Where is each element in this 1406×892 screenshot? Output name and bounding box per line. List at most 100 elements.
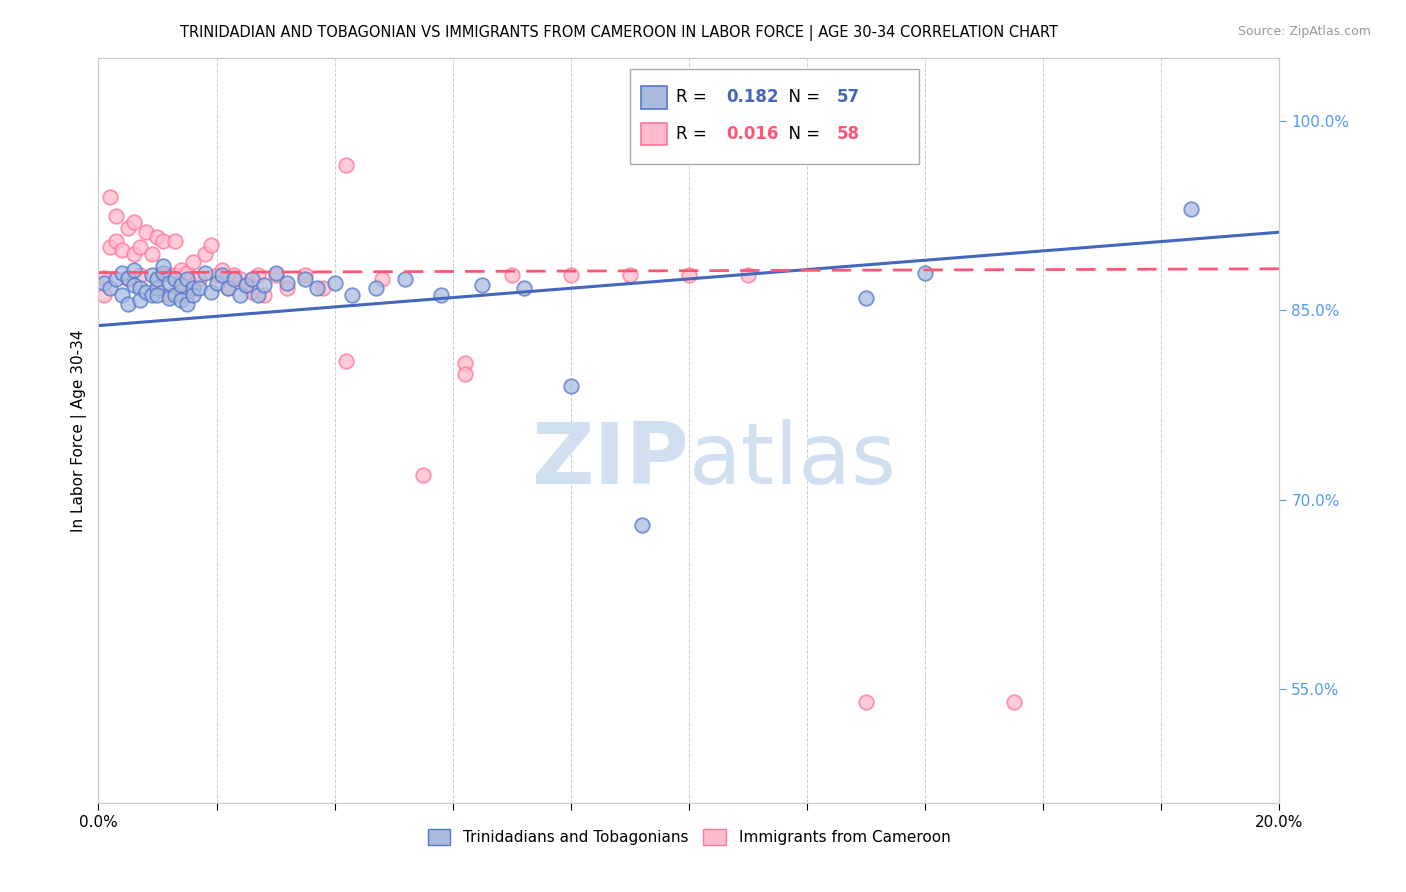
Point <box>200 237 222 252</box>
Point <box>430 288 453 302</box>
Point <box>294 268 316 282</box>
Point <box>157 291 180 305</box>
Point <box>98 240 121 254</box>
Point <box>335 158 357 172</box>
Point <box>135 285 157 299</box>
Point <box>264 266 287 280</box>
Point <box>146 288 169 302</box>
Point <box>122 215 145 229</box>
Point <box>141 288 163 302</box>
Point <box>122 246 145 260</box>
Text: 0.016: 0.016 <box>727 125 779 143</box>
Point <box>128 268 150 282</box>
Point <box>501 268 523 282</box>
Point <box>93 270 115 285</box>
Point <box>117 272 139 286</box>
Point <box>246 288 269 302</box>
Point <box>371 272 394 286</box>
Point <box>394 272 416 286</box>
Point <box>1002 695 1025 709</box>
Point <box>335 354 357 368</box>
Point <box>152 260 174 274</box>
Point <box>157 288 180 302</box>
Text: R =: R = <box>676 125 711 143</box>
Point <box>128 281 150 295</box>
Point <box>342 288 364 302</box>
Point <box>111 243 134 257</box>
Point <box>471 278 494 293</box>
Point <box>117 221 139 235</box>
Point <box>170 278 193 293</box>
Point <box>1180 202 1202 217</box>
Text: N =: N = <box>778 125 825 143</box>
Point <box>117 270 139 285</box>
Point <box>187 272 209 286</box>
Point <box>264 268 287 282</box>
Text: TRINIDADIAN AND TOBAGONIAN VS IMMIGRANTS FROM CAMEROON IN LABOR FORCE | AGE 30-3: TRINIDADIAN AND TOBAGONIAN VS IMMIGRANTS… <box>180 25 1057 41</box>
Point <box>170 278 193 293</box>
Point <box>205 268 228 282</box>
Point <box>165 272 187 286</box>
Point <box>111 266 134 280</box>
Point <box>157 276 180 290</box>
Point <box>117 297 139 311</box>
Point <box>146 272 169 286</box>
Point <box>181 278 204 293</box>
Point <box>105 272 128 286</box>
Point <box>181 288 204 302</box>
Point <box>294 272 316 286</box>
Point <box>235 278 257 293</box>
Text: N =: N = <box>778 88 825 106</box>
Point <box>181 255 204 269</box>
Point <box>187 281 209 295</box>
Point <box>170 293 193 308</box>
Point <box>240 285 263 299</box>
Point <box>560 268 582 282</box>
Point <box>217 281 239 295</box>
Point <box>98 281 121 295</box>
Point <box>176 272 198 286</box>
FancyBboxPatch shape <box>630 70 920 164</box>
Legend: Trinidadians and Tobagonians, Immigrants from Cameroon: Trinidadians and Tobagonians, Immigrants… <box>422 822 956 851</box>
Point <box>737 268 759 282</box>
Point <box>105 209 128 223</box>
Point <box>135 225 157 239</box>
Point <box>181 281 204 295</box>
Point <box>105 234 128 248</box>
Point <box>412 467 434 482</box>
Point <box>235 278 257 293</box>
Point <box>364 281 387 295</box>
Point <box>152 266 174 280</box>
Point <box>305 281 328 295</box>
Point <box>93 276 115 290</box>
Point <box>176 288 198 302</box>
Point <box>630 518 652 533</box>
Point <box>165 288 187 302</box>
Point <box>678 268 700 282</box>
Point <box>194 266 217 280</box>
Point <box>229 288 252 302</box>
Point <box>224 268 246 282</box>
Text: Source: ZipAtlas.com: Source: ZipAtlas.com <box>1237 25 1371 38</box>
Point <box>200 285 222 299</box>
Point <box>855 695 877 709</box>
Bar <box>641 123 666 145</box>
Point <box>152 266 174 280</box>
Point <box>619 268 641 282</box>
Y-axis label: In Labor Force | Age 30-34: In Labor Force | Age 30-34 <box>72 329 87 532</box>
Bar <box>641 87 666 109</box>
Point <box>211 268 233 282</box>
Point <box>276 281 298 295</box>
Text: 58: 58 <box>837 125 859 143</box>
Point <box>152 234 174 248</box>
Point <box>512 281 534 295</box>
Point <box>141 246 163 260</box>
Point <box>217 281 239 295</box>
Point <box>93 288 115 302</box>
Point <box>176 297 198 311</box>
Point <box>141 268 163 282</box>
Point <box>914 266 936 280</box>
Point <box>146 272 169 286</box>
Point <box>165 268 187 282</box>
Point <box>855 291 877 305</box>
